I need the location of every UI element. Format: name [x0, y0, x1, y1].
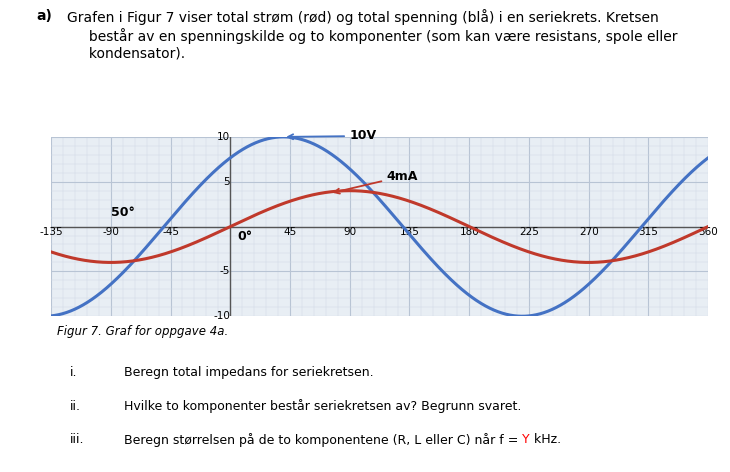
Text: -45: -45 [162, 227, 179, 236]
Text: 315: 315 [639, 227, 658, 236]
Text: 0°: 0° [237, 230, 252, 243]
Text: a): a) [36, 9, 53, 24]
Text: 225: 225 [519, 227, 539, 236]
Text: Beregn størrelsen på de to komponentene (R, L eller C) når f =: Beregn størrelsen på de to komponentene … [124, 433, 522, 447]
Text: 10: 10 [217, 132, 230, 142]
Text: 180: 180 [459, 227, 479, 236]
Text: 45: 45 [283, 227, 296, 236]
Text: -90: -90 [102, 227, 119, 236]
Text: -10: -10 [213, 311, 230, 321]
Text: ii.: ii. [70, 399, 81, 413]
Text: 4mA: 4mA [334, 170, 418, 194]
Text: Y: Y [522, 433, 530, 446]
Text: Beregn total impedans for seriekretsen.: Beregn total impedans for seriekretsen. [124, 366, 374, 379]
Text: Grafen i Figur 7 viser total strøm (rød) og total spenning (blå) i en seriekrets: Grafen i Figur 7 viser total strøm (rød)… [66, 9, 677, 60]
Text: kHz.: kHz. [530, 433, 561, 446]
Text: 10V: 10V [288, 129, 377, 143]
Text: i.: i. [70, 366, 77, 379]
Text: Figur 7. Graf for oppgave 4a.: Figur 7. Graf for oppgave 4a. [57, 326, 228, 338]
Text: 90: 90 [343, 227, 356, 236]
Text: 360: 360 [698, 227, 718, 236]
Text: 50°: 50° [111, 206, 135, 219]
Text: 270: 270 [579, 227, 599, 236]
Text: 5: 5 [223, 177, 230, 187]
Text: -5: -5 [220, 266, 230, 277]
Text: iii.: iii. [70, 433, 85, 446]
Text: Hvilke to komponenter består seriekretsen av? Begrunn svaret.: Hvilke to komponenter består seriekretse… [124, 399, 521, 413]
Text: -135: -135 [39, 227, 63, 236]
Text: 135: 135 [399, 227, 420, 236]
